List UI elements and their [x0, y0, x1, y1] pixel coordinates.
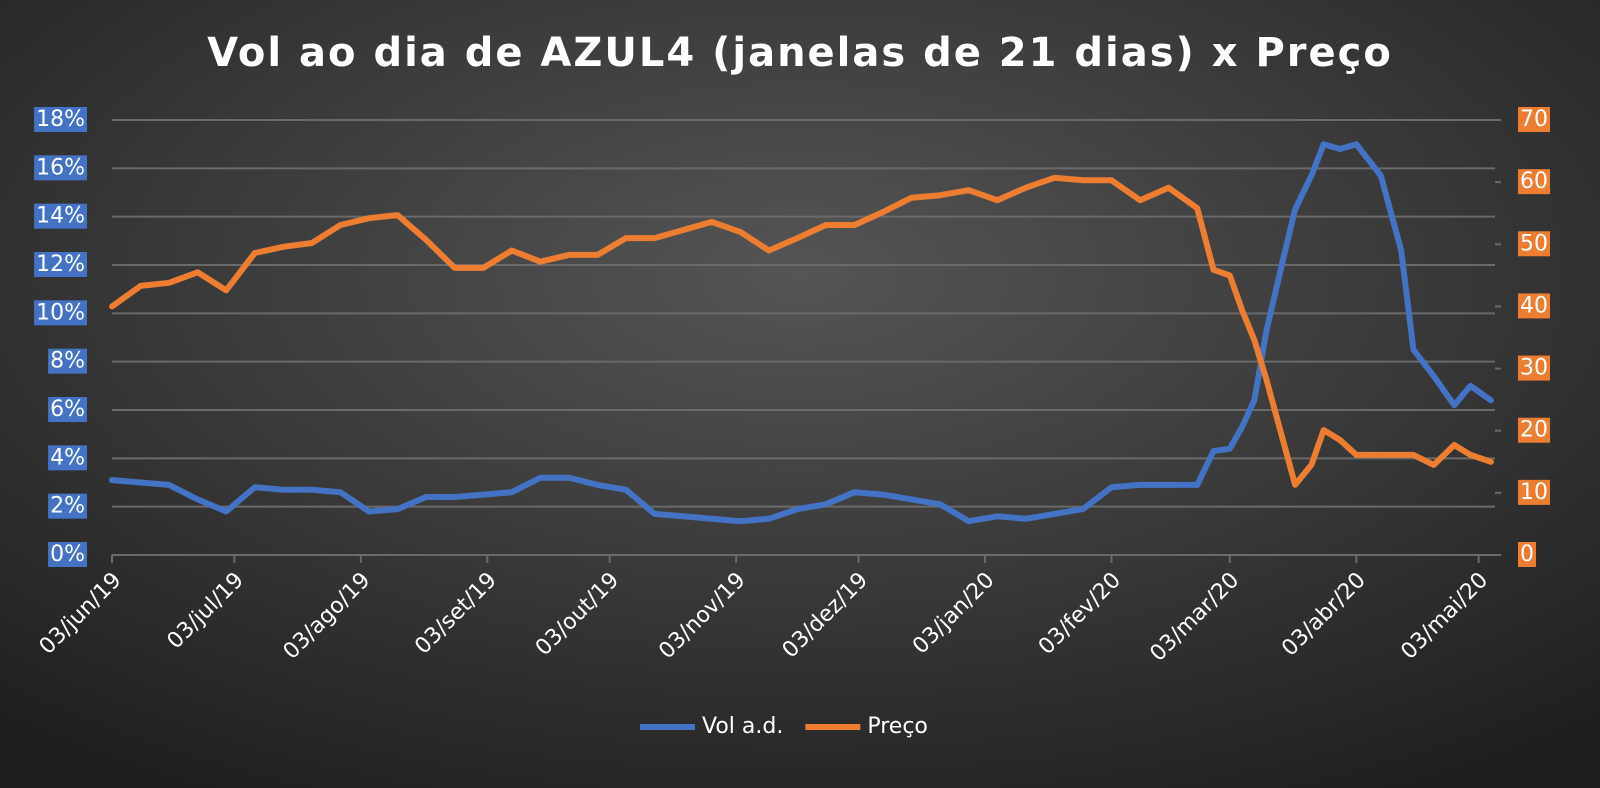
- tick-label-bg: [1518, 355, 1550, 381]
- y-tick-label: 10%: [36, 300, 85, 325]
- y-tick-label: 8%: [50, 349, 85, 374]
- tick-label-bg: [34, 107, 87, 132]
- y2-tick-label: 20: [1520, 418, 1548, 443]
- y-tick-label: 16%: [36, 155, 85, 180]
- chart-title: Vol ao dia de AZUL4 (janelas de 21 dias)…: [207, 30, 1393, 76]
- tick-label-bg: [34, 203, 87, 229]
- y2-tick-label: 50: [1520, 231, 1548, 256]
- y-tick-label: 6%: [50, 397, 85, 422]
- series-line: [109, 141, 1494, 525]
- y-tick-label: 12%: [36, 252, 85, 277]
- tick-label-bg: [1518, 107, 1550, 132]
- tick-label-bg: [1518, 293, 1550, 319]
- tick-label-bg: [34, 300, 87, 326]
- series-line: [109, 174, 1494, 488]
- y2-tick-label: 0: [1520, 542, 1534, 567]
- tick-label-bg: [48, 348, 87, 374]
- y2-tick-label: 60: [1520, 169, 1548, 194]
- y2-tick-label: 10: [1520, 480, 1548, 505]
- legend-label: Vol a.d.: [702, 714, 783, 739]
- tick-label-bg: [1518, 417, 1550, 443]
- tick-label-bg: [48, 445, 87, 471]
- tick-label-bg: [1518, 231, 1550, 257]
- tick-label-bg: [1518, 169, 1550, 195]
- tick-label-bg: [48, 493, 87, 519]
- y-tick-label: 14%: [36, 204, 85, 229]
- y-tick-label: 18%: [36, 107, 85, 132]
- y2-tick-label: 30: [1520, 356, 1548, 381]
- tick-label-bg: [1518, 542, 1536, 567]
- tick-label-bg: [34, 155, 87, 181]
- y-tick-label: 4%: [50, 445, 85, 470]
- y-tick-label: 0%: [50, 542, 85, 567]
- legend-label: Preço: [867, 714, 928, 739]
- tick-label-bg: [48, 542, 87, 567]
- tick-label-bg: [34, 252, 87, 277]
- tick-label-bg: [48, 397, 87, 422]
- y2-tick-label: 70: [1520, 107, 1548, 132]
- tick-label-bg: [1518, 479, 1550, 505]
- y-tick-label: 2%: [50, 494, 85, 519]
- y2-tick-label: 40: [1520, 293, 1548, 318]
